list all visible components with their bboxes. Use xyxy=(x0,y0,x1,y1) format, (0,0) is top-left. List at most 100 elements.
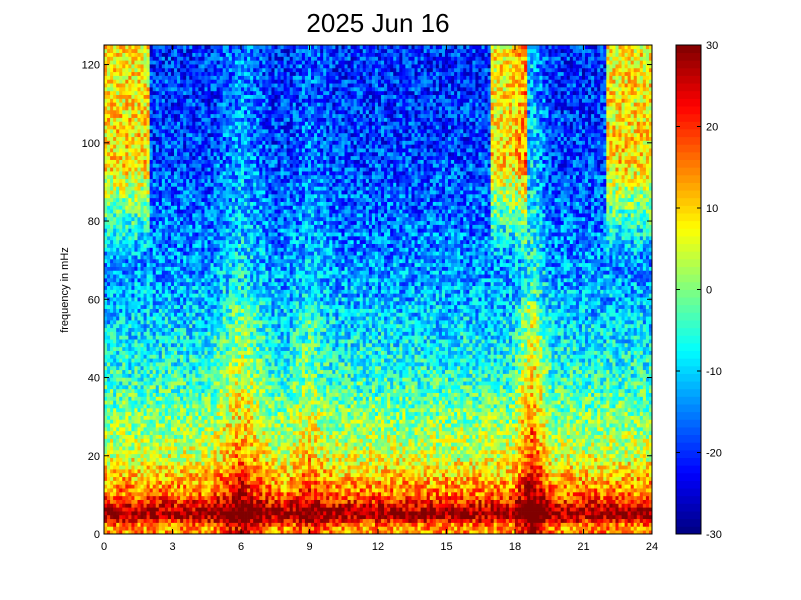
heatmap-cell xyxy=(143,132,147,138)
heatmap-cell xyxy=(131,511,135,516)
heatmap-cell xyxy=(216,87,221,92)
heatmap-cell xyxy=(207,220,211,225)
heatmap-cell xyxy=(192,308,196,313)
heatmap-cell xyxy=(216,274,221,279)
heatmap-cell xyxy=(177,98,181,103)
heatmap-cell xyxy=(186,323,190,329)
heatmap-cell xyxy=(170,251,175,256)
heatmap-cell xyxy=(110,476,114,481)
heatmap-cell xyxy=(219,385,224,390)
heatmap-cell xyxy=(192,102,196,107)
heatmap-cell xyxy=(170,239,175,245)
heatmap-cell xyxy=(143,274,147,279)
heatmap-cell xyxy=(207,461,211,466)
heatmap-cell xyxy=(170,224,175,229)
heatmap-cell xyxy=(161,461,166,466)
heatmap-cell xyxy=(204,530,208,535)
heatmap-cell xyxy=(116,132,120,138)
heatmap-cell xyxy=(192,270,196,275)
heatmap-cell xyxy=(143,136,147,141)
heatmap-cell xyxy=(113,530,117,535)
heatmap-cell xyxy=(164,365,169,371)
heatmap-cell xyxy=(213,331,217,336)
heatmap-cell xyxy=(195,342,199,348)
heatmap-cell xyxy=(201,465,205,470)
heatmap-cell xyxy=(128,354,132,359)
heatmap-cell xyxy=(152,518,157,523)
heatmap-cell xyxy=(177,155,181,160)
heatmap-cell xyxy=(189,331,193,336)
heatmap-cell xyxy=(122,457,126,462)
heatmap-cell xyxy=(213,278,217,283)
heatmap-cell xyxy=(213,129,217,134)
heatmap-cell xyxy=(131,121,135,126)
heatmap-cell xyxy=(213,381,217,386)
heatmap-cell xyxy=(125,320,129,325)
heatmap-cell xyxy=(140,518,144,523)
heatmap-cell xyxy=(137,178,141,183)
heatmap-cell xyxy=(131,388,135,393)
heatmap-cell xyxy=(219,220,224,225)
heatmap-cell xyxy=(177,90,181,96)
heatmap-cell xyxy=(210,136,214,141)
heatmap-cell xyxy=(143,98,147,103)
heatmap-cell xyxy=(201,148,205,153)
heatmap-cell xyxy=(167,197,172,202)
heatmap-cell xyxy=(143,511,147,516)
heatmap-cell xyxy=(201,469,205,474)
heatmap-cell xyxy=(104,472,108,478)
heatmap-cell xyxy=(107,239,111,245)
heatmap-cell xyxy=(143,48,147,53)
heatmap-cell xyxy=(140,335,144,340)
heatmap-cell xyxy=(216,174,221,180)
heatmap-cell xyxy=(207,289,211,294)
heatmap-cell xyxy=(213,159,217,164)
heatmap-cell xyxy=(164,209,169,214)
heatmap-cell xyxy=(219,270,224,275)
heatmap-cell xyxy=(158,469,163,474)
heatmap-cell xyxy=(116,342,120,348)
heatmap-cell xyxy=(177,278,181,283)
heatmap-cell xyxy=(122,331,126,336)
heatmap-cell xyxy=(161,262,166,267)
heatmap-cell xyxy=(192,52,196,57)
heatmap-cell xyxy=(177,281,181,287)
heatmap-cell xyxy=(152,327,157,332)
heatmap-cell xyxy=(158,511,163,516)
heatmap-cell xyxy=(201,174,205,180)
heatmap-cell xyxy=(107,480,111,485)
heatmap-cell xyxy=(140,342,144,348)
heatmap-cell xyxy=(189,369,193,374)
heatmap-cell xyxy=(219,518,224,523)
heatmap-cell xyxy=(143,327,147,332)
heatmap-cell xyxy=(207,182,211,187)
heatmap-cell xyxy=(183,56,187,61)
heatmap-cell xyxy=(216,518,221,523)
heatmap-cell xyxy=(216,106,221,111)
heatmap-cell xyxy=(146,205,151,210)
heatmap-cell xyxy=(180,64,184,69)
heatmap-cell xyxy=(216,178,221,183)
heatmap-cell xyxy=(210,132,214,138)
heatmap-cell xyxy=(155,285,160,290)
heatmap-cell xyxy=(140,193,144,199)
heatmap-cell xyxy=(167,407,172,413)
heatmap-cell xyxy=(210,503,214,508)
heatmap-cell xyxy=(219,320,224,325)
heatmap-cell xyxy=(146,320,151,325)
heatmap-cell xyxy=(134,484,138,489)
heatmap-cell xyxy=(207,457,211,462)
heatmap-cell xyxy=(140,186,144,191)
heatmap-cell xyxy=(146,83,151,88)
heatmap-cell xyxy=(167,83,172,88)
heatmap-cell xyxy=(161,442,166,447)
heatmap-cell xyxy=(164,514,169,520)
heatmap-cell xyxy=(174,423,178,428)
heatmap-cell xyxy=(137,297,141,302)
heatmap-cell xyxy=(140,79,144,84)
heatmap-cell xyxy=(198,400,202,405)
heatmap-cell xyxy=(219,469,224,474)
heatmap-cell xyxy=(134,457,138,462)
heatmap-cell xyxy=(140,373,144,378)
heatmap-cell xyxy=(210,400,214,405)
